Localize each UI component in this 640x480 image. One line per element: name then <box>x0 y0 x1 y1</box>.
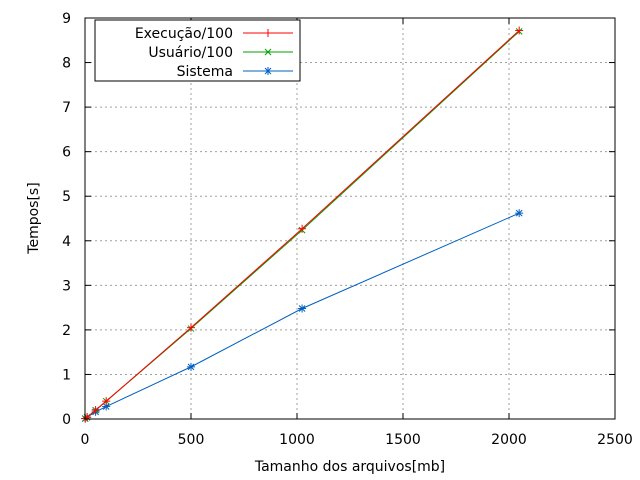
data-point <box>102 397 111 406</box>
x-tick-label: 1000 <box>279 432 315 448</box>
legend-label: Sistema <box>177 64 233 80</box>
x-tick-label: 0 <box>81 432 90 448</box>
data-point <box>91 406 100 415</box>
y-tick-label: 9 <box>62 11 71 27</box>
y-tick-label: 5 <box>62 189 71 205</box>
legend-label: Usuário/100 <box>148 45 233 61</box>
legend-marker <box>264 67 272 75</box>
data-point <box>83 413 92 422</box>
data-point <box>515 209 524 218</box>
legend-marker <box>264 48 272 56</box>
y-tick-label: 2 <box>62 323 71 339</box>
legend: Execução/100 Usuário/100 Sistema <box>94 19 301 82</box>
x-tick-label: 1500 <box>385 432 421 448</box>
data-point <box>298 224 307 233</box>
x-tick-label: 2500 <box>597 432 633 448</box>
y-axis-label: Tempos[s] <box>26 182 42 254</box>
y-tick-label: 3 <box>62 278 71 294</box>
legend-marker <box>264 29 272 37</box>
series-group <box>81 26 524 423</box>
y-tick-label: 4 <box>62 234 71 250</box>
x-axis-label: Tamanho dos arquivos[mb] <box>254 459 445 475</box>
data-point <box>187 323 195 332</box>
y-tick-label: 1 <box>62 367 71 383</box>
y-tick-label: 8 <box>62 56 71 72</box>
plot-frame <box>84 17 616 420</box>
data-point <box>187 362 195 371</box>
y-tick-label: 0 <box>62 412 71 428</box>
axis-ticks: 0 500 1000 1500 2000 2500 0 1 2 3 4 5 6 7 8 9 <box>62 11 633 448</box>
x-tick-label: 500 <box>178 432 205 448</box>
y-tick-label: 6 <box>62 145 71 161</box>
series-0 <box>81 26 524 423</box>
legend-label: Execução/100 <box>135 26 233 42</box>
series-line <box>84 30 520 419</box>
x-tick-label: 2000 <box>491 432 527 448</box>
series-line <box>84 212 520 419</box>
y-tick-label: 7 <box>62 100 71 116</box>
grid <box>85 18 615 419</box>
data-point <box>298 304 307 313</box>
data-point <box>515 26 524 35</box>
